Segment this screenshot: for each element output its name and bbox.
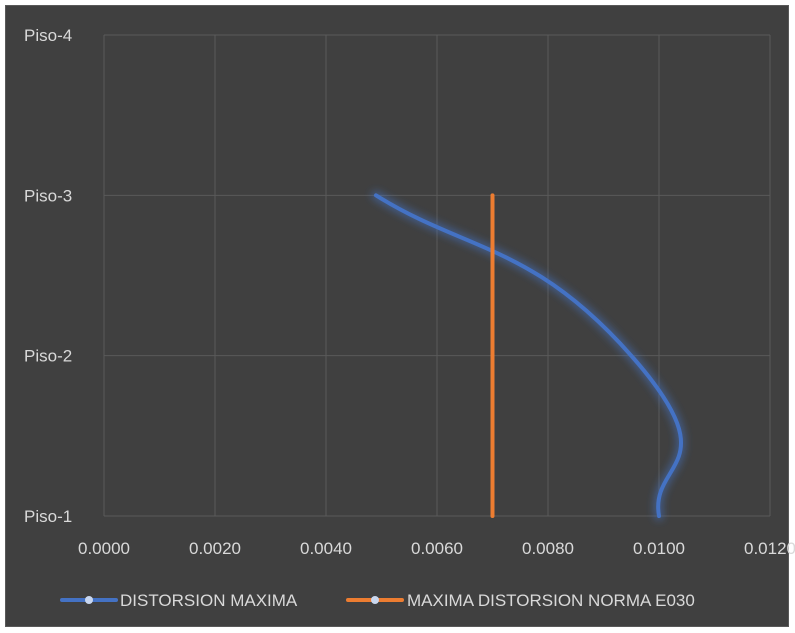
x-tick-label: 0.0040: [300, 539, 352, 558]
legend-label: MAXIMA DISTORSION NORMA E030: [407, 591, 695, 610]
x-tick-label: 0.0120: [744, 539, 795, 558]
x-tick-label: 0.0060: [411, 539, 463, 558]
chart-frame: [5, 5, 789, 627]
x-tick-label: 0.0000: [78, 539, 130, 558]
y-axis-ticks: Piso-1 Piso-2 Piso-3 Piso-4: [24, 26, 72, 526]
y-tick-label: Piso-1: [24, 507, 72, 526]
legend: DISTORSION MAXIMA MAXIMA DISTORSION NORMA…: [60, 591, 695, 610]
series-line-distorsion-maxima: [373, 193, 683, 518]
x-tick-label: 0.0020: [189, 539, 241, 558]
legend-swatch-marker: [371, 596, 379, 604]
y-tick-label: Piso-2: [24, 347, 72, 366]
grid-lines: [103, 34, 771, 517]
series-lines: [371, 190, 686, 521]
y-tick-label: Piso-4: [24, 26, 72, 45]
x-axis-ticks: 0.0000 0.0020 0.0040 0.0060 0.0080 0.0100 0.01…: [78, 539, 795, 558]
x-tick-label: 0.0100: [633, 539, 685, 558]
legend-swatch-marker: [85, 596, 93, 604]
y-tick-label: Piso-3: [24, 186, 72, 205]
legend-label: DISTORSION MAXIMA: [120, 591, 298, 610]
x-tick-label: 0.0080: [522, 539, 574, 558]
